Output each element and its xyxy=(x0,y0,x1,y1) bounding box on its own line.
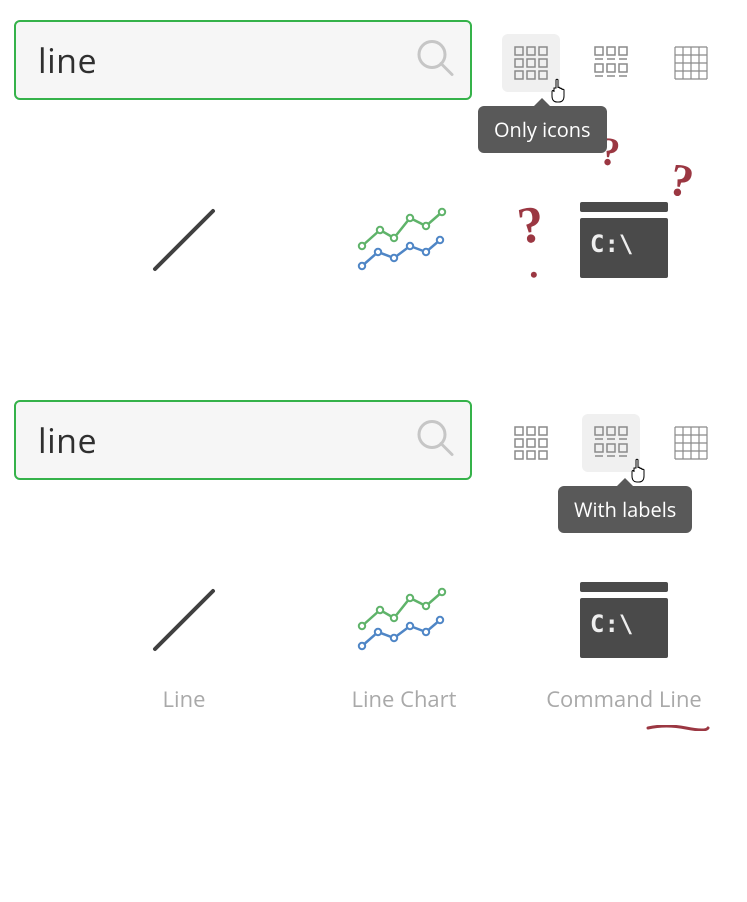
search-value: line xyxy=(38,417,97,463)
result-line-chart[interactable] xyxy=(314,190,494,290)
result-line-icon xyxy=(139,190,229,290)
annotation-question: ? xyxy=(514,194,548,256)
results-row: C:\???• xyxy=(14,190,733,290)
result-line-chart-icon xyxy=(354,570,454,670)
annotation-dot: • xyxy=(530,262,538,288)
result-label: Line xyxy=(163,684,206,714)
result-line[interactable]: Line xyxy=(94,570,274,714)
topbar: line Only icons xyxy=(14,20,733,100)
annotation-underline xyxy=(646,714,710,720)
result-command-line-icon: C:\ xyxy=(576,570,672,670)
result-line[interactable] xyxy=(94,190,274,290)
result-command-line[interactable]: C:\???• xyxy=(534,190,714,290)
search-input[interactable]: line xyxy=(14,400,472,480)
search-value: line xyxy=(38,37,97,83)
view-only-icons[interactable] xyxy=(502,34,560,92)
svg-text:C:\: C:\ xyxy=(590,610,633,638)
tooltip: Only icons xyxy=(478,106,607,153)
search-icon[interactable] xyxy=(414,37,456,84)
result-label: Command Line xyxy=(546,684,702,714)
topbar: line With labels xyxy=(14,400,733,480)
view-with-labels[interactable] xyxy=(582,34,640,92)
result-command-line-icon: C:\ xyxy=(576,190,672,290)
search-icon[interactable] xyxy=(414,417,456,464)
svg-text:C:\: C:\ xyxy=(590,230,633,258)
tooltip: With labels xyxy=(558,486,692,533)
search-input[interactable]: line xyxy=(14,20,472,100)
result-command-line[interactable]: C:\ Command Line xyxy=(534,570,714,714)
result-line-chart-icon xyxy=(354,190,454,290)
panel: line Only icons C:\???• xyxy=(14,20,733,290)
panel: line With labels Line Line Chart C:\ Command … xyxy=(14,400,733,714)
view-only-icons[interactable] xyxy=(502,414,560,472)
view-grid[interactable] xyxy=(662,414,720,472)
result-line-chart[interactable]: Line Chart xyxy=(314,570,494,714)
result-line-icon xyxy=(139,570,229,670)
result-label: Line Chart xyxy=(351,684,456,714)
view-grid[interactable] xyxy=(662,34,720,92)
results-row: Line Line Chart C:\ Command Line xyxy=(14,570,733,714)
view-with-labels[interactable] xyxy=(582,414,640,472)
view-toggles: Only icons xyxy=(502,20,720,92)
view-toggles: With labels xyxy=(502,400,720,472)
